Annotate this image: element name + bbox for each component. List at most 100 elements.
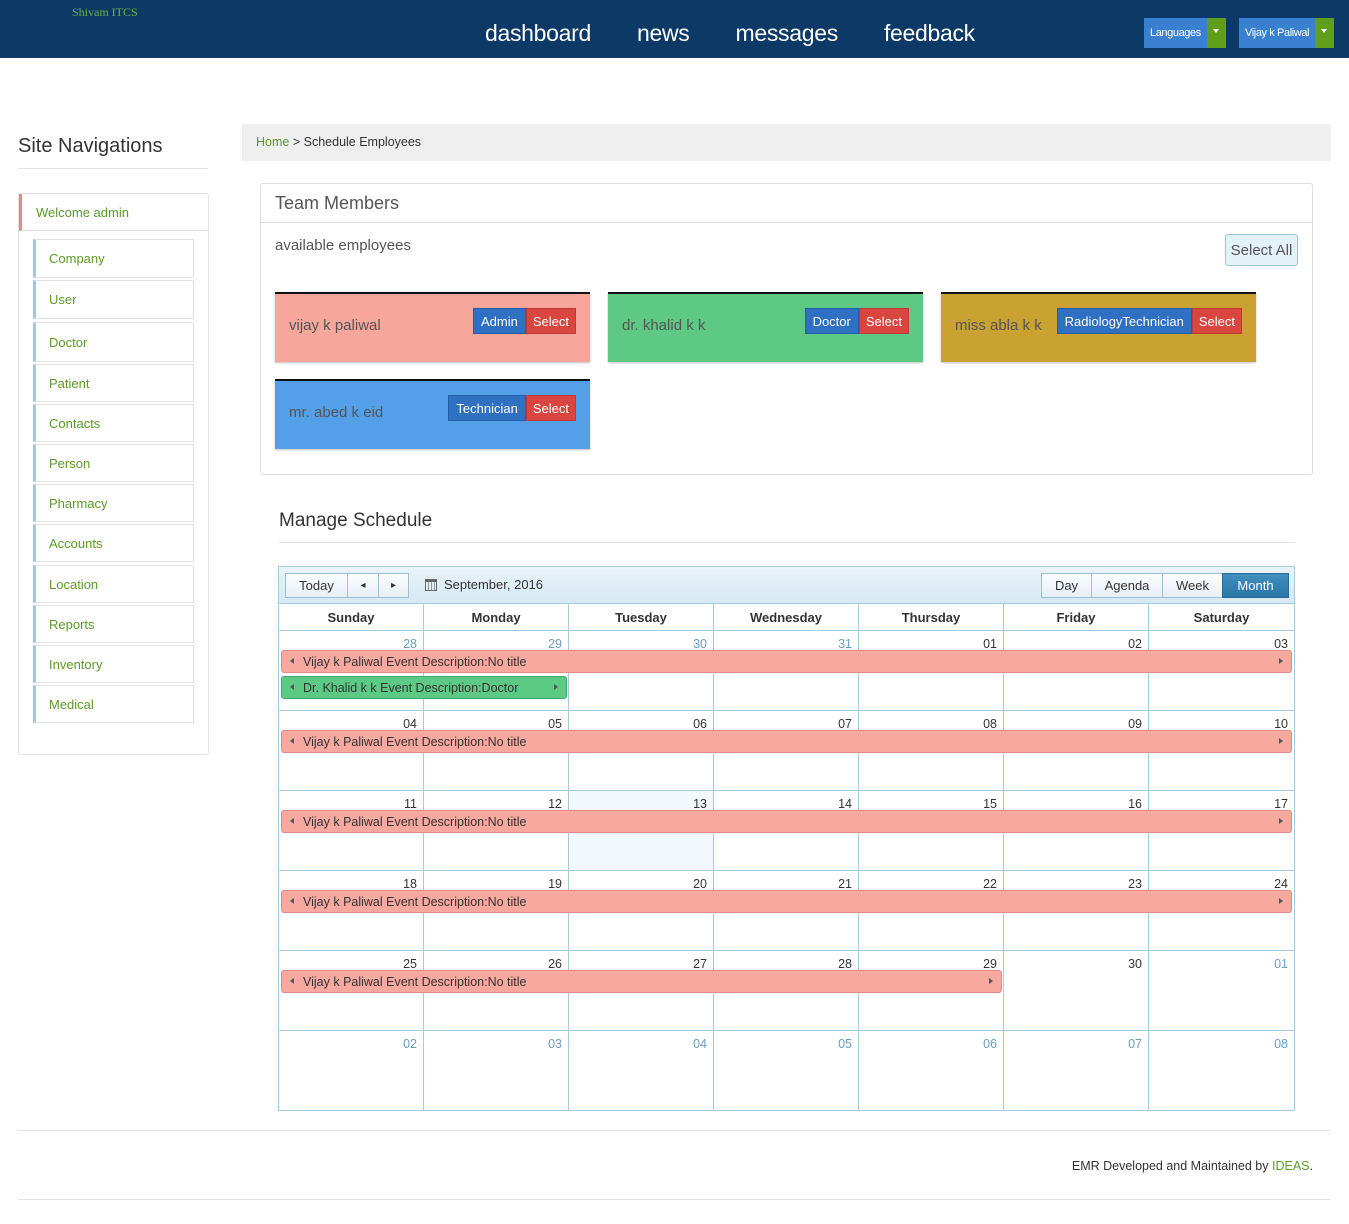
day-number[interactable]: 29 (983, 957, 997, 971)
nav-messages[interactable]: messages (735, 20, 839, 46)
view-week-button[interactable]: Week (1162, 573, 1223, 598)
prev-arrow-icon[interactable]: ◂ (347, 573, 379, 598)
sidebar-item-doctor[interactable]: Doctor (33, 322, 194, 362)
nav-news[interactable]: news (637, 20, 690, 46)
sidebar-item-company[interactable]: Company (33, 239, 194, 278)
sidebar-item-accounts[interactable]: Accounts (33, 524, 194, 562)
calendar-day-cell[interactable]: 07 (1004, 1031, 1149, 1111)
footer-ideas-link[interactable]: IDEAS (1272, 1159, 1310, 1173)
day-number[interactable]: 29 (548, 637, 562, 651)
calendar-event[interactable]: Vijay k Paliwal Event Description:No tit… (281, 810, 1292, 833)
view-agenda-button[interactable]: Agenda (1091, 573, 1163, 598)
day-number[interactable]: 30 (1128, 957, 1142, 971)
day-number[interactable]: 31 (838, 637, 852, 651)
select-button[interactable]: Select (858, 308, 909, 334)
calendar-day-cell[interactable]: 17 (1149, 791, 1294, 871)
sidebar-item-patient[interactable]: Patient (33, 364, 194, 402)
calendar-day-cell[interactable]: 06 (859, 1031, 1004, 1111)
day-number[interactable]: 19 (548, 877, 562, 891)
day-number[interactable]: 28 (838, 957, 852, 971)
day-number[interactable]: 07 (1128, 1037, 1142, 1051)
calendar-day-cell[interactable]: 03 (424, 1031, 569, 1111)
role-button[interactable]: Doctor (804, 308, 859, 334)
day-number[interactable]: 05 (838, 1037, 852, 1051)
calendar-event[interactable]: Vijay k Paliwal Event Description:No tit… (281, 970, 1002, 993)
breadcrumb-home[interactable]: Home (256, 135, 290, 149)
day-number[interactable]: 01 (1274, 957, 1288, 971)
day-number[interactable]: 10 (1274, 717, 1288, 731)
day-number[interactable]: 23 (1128, 877, 1142, 891)
calendar-day-cell[interactable]: 05 (714, 1031, 859, 1111)
sidebar-item-pharmacy[interactable]: Pharmacy (33, 484, 194, 522)
day-number[interactable]: 16 (1128, 797, 1142, 811)
calendar-event[interactable]: Vijay k Paliwal Event Description:No tit… (281, 650, 1292, 673)
calendar-day-cell[interactable]: 02 (279, 1031, 424, 1111)
select-button[interactable]: Select (525, 395, 576, 421)
sidebar-item-person[interactable]: Person (33, 444, 194, 482)
role-button[interactable]: Admin (473, 308, 526, 334)
day-number[interactable]: 03 (548, 1037, 562, 1051)
select-button[interactable]: Select (525, 308, 576, 334)
day-number[interactable]: 02 (403, 1037, 417, 1051)
calendar-day-cell[interactable]: 08 (1149, 1031, 1294, 1111)
next-arrow-icon[interactable]: ▸ (378, 573, 409, 598)
sidebar-item-inventory[interactable]: Inventory (33, 645, 194, 683)
day-number[interactable]: 12 (548, 797, 562, 811)
welcome-label[interactable]: Welcome admin (19, 194, 208, 231)
current-date[interactable]: September, 2016 (425, 577, 543, 592)
brand-logo[interactable]: Shivam ITCS (72, 5, 138, 19)
day-number[interactable]: 24 (1274, 877, 1288, 891)
today-button[interactable]: Today (285, 573, 348, 598)
chevron-down-icon[interactable] (1315, 18, 1335, 48)
day-number[interactable]: 06 (983, 1037, 997, 1051)
day-number[interactable]: 22 (983, 877, 997, 891)
day-number[interactable]: 18 (403, 877, 417, 891)
select-button[interactable]: Select (1191, 308, 1242, 334)
day-number[interactable]: 01 (983, 637, 997, 651)
day-number[interactable]: 05 (548, 717, 562, 731)
calendar-event[interactable]: Vijay k Paliwal Event Description:No tit… (281, 730, 1292, 753)
sidebar-item-reports[interactable]: Reports (33, 605, 194, 643)
day-number[interactable]: 25 (403, 957, 417, 971)
day-number[interactable]: 06 (693, 717, 707, 731)
sidebar-item-location[interactable]: Location (33, 565, 194, 603)
role-button[interactable]: Technician (448, 395, 526, 421)
select-all-button[interactable]: Select All (1225, 234, 1298, 266)
view-month-button[interactable]: Month (1222, 573, 1289, 598)
day-number[interactable]: 04 (693, 1037, 707, 1051)
day-number[interactable]: 02 (1128, 637, 1142, 651)
day-number[interactable]: 26 (548, 957, 562, 971)
nav-feedback[interactable]: feedback (883, 20, 975, 46)
calendar-event[interactable]: Vijay k Paliwal Event Description:No tit… (281, 890, 1292, 913)
sidebar-item-medical[interactable]: Medical (33, 685, 194, 723)
day-number[interactable]: 20 (693, 877, 707, 891)
day-number[interactable]: 13 (693, 797, 707, 811)
chevron-down-icon[interactable] (1206, 18, 1226, 48)
day-number[interactable]: 28 (403, 637, 417, 651)
view-day-button[interactable]: Day (1041, 573, 1092, 598)
day-number[interactable]: 07 (838, 717, 852, 731)
day-number[interactable]: 15 (983, 797, 997, 811)
day-number[interactable]: 27 (693, 957, 707, 971)
calendar-day-cell[interactable]: 10 (1149, 711, 1294, 791)
day-number[interactable]: 04 (403, 717, 417, 731)
day-number[interactable]: 08 (983, 717, 997, 731)
day-number[interactable]: 30 (693, 637, 707, 651)
role-button[interactable]: RadiologyTechnician (1056, 308, 1192, 334)
sidebar-item-user[interactable]: User (33, 280, 194, 319)
nav-dashboard[interactable]: dashboard (485, 20, 591, 46)
day-number[interactable]: 11 (404, 797, 417, 811)
sidebar-item-contacts[interactable]: Contacts (33, 404, 194, 442)
calendar-day-cell[interactable]: 29 (859, 951, 1004, 1031)
day-number[interactable]: 14 (838, 797, 852, 811)
day-number[interactable]: 17 (1274, 797, 1288, 811)
day-number[interactable]: 03 (1274, 637, 1288, 651)
calendar-day-cell[interactable]: 03 (1149, 631, 1294, 711)
calendar-day-cell[interactable]: 04 (569, 1031, 714, 1111)
calendar-day-cell[interactable]: 01 (1149, 951, 1294, 1031)
languages-dropdown[interactable]: Languages (1144, 18, 1226, 48)
day-number[interactable]: 09 (1128, 717, 1142, 731)
user-dropdown[interactable]: Vijay k Paliwal (1239, 18, 1335, 48)
calendar-day-cell[interactable]: 30 (1004, 951, 1149, 1031)
day-number[interactable]: 21 (838, 877, 852, 891)
